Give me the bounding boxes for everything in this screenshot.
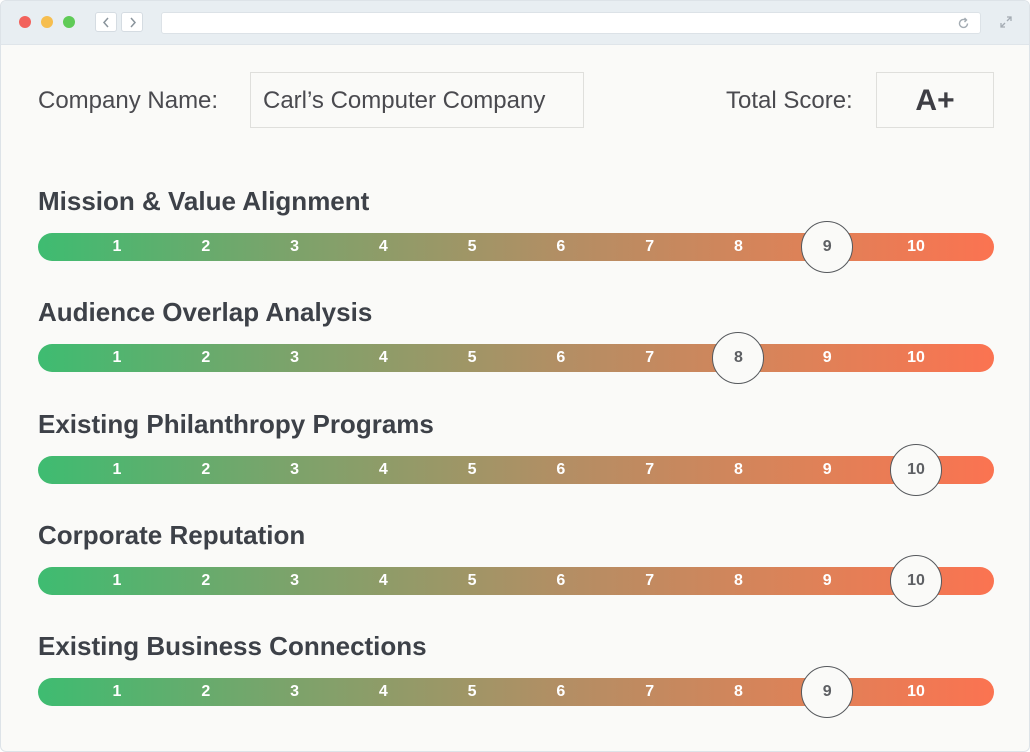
scale-tick[interactable]: 4 [378,460,388,478]
reload-icon[interactable] [957,17,970,30]
total-score-value: A+ [915,84,955,117]
scale-tick[interactable]: 5 [467,349,477,367]
scale-tick[interactable]: 4 [378,571,388,589]
score-slider[interactable]: 1 2 3 4 5 6 7 8 9 10 [38,221,994,273]
scale-tick[interactable]: 4 [378,349,388,367]
scale-tick[interactable]: 1 [112,683,122,700]
scale-tick[interactable]: 5 [467,460,477,478]
scale-tick[interactable]: 8 [733,683,743,700]
expand-icon[interactable] [999,15,1013,29]
scale-tick[interactable]: 10 [907,238,925,255]
scale-tick[interactable]: 6 [556,238,566,255]
scale-tick[interactable]: 1 [112,571,122,589]
company-name-field[interactable]: Carl’s Computer Company [250,72,584,128]
scale-tick[interactable]: 3 [290,683,299,700]
close-window-button[interactable] [19,16,31,28]
slider-handle[interactable]: 8 [712,332,765,385]
scale-tick[interactable]: 3 [290,238,299,255]
scale-tick[interactable]: 8 [733,238,743,255]
scale-tick[interactable]: 6 [556,460,566,478]
scale-tick[interactable]: 4 [378,683,388,700]
scale-tick[interactable]: 2 [201,460,211,478]
scale-tick[interactable]: 1 [112,460,122,478]
scale-tick[interactable]: 2 [201,683,211,700]
scale-tick[interactable]: 6 [556,683,566,700]
criterion-section: Existing Business Connections 1 2 3 4 5 6 7 8 9 10 [1,631,1029,721]
company-name-label: Company Name: [38,87,219,114]
scale-tick[interactable]: 9 [822,460,832,478]
maximize-window-button[interactable] [63,16,75,28]
scale-tick[interactable]: 7 [645,683,655,700]
scale-tick[interactable]: 7 [645,238,655,255]
scale-tick[interactable]: 7 [645,571,655,589]
criterion-section: Audience Overlap Analysis 1 2 3 4 5 6 7 8 9 10 [1,297,1029,387]
scale-tick[interactable]: 4 [378,238,388,255]
criterion-title: Corporate Reputation [38,519,306,550]
scale-tick[interactable]: 5 [467,238,477,255]
scale-tick[interactable]: 10 [907,683,925,700]
scale-tick[interactable]: 5 [467,683,477,700]
scale-tick[interactable]: 9 [822,349,832,367]
scale-tick[interactable]: 2 [201,349,211,367]
score-slider[interactable]: 1 2 3 4 5 6 7 8 9 10 [38,443,994,496]
scale-tick[interactable]: 2 [201,238,211,255]
scale-tick[interactable]: 5 [467,571,477,589]
browser-toolbar [1,1,1029,45]
scale-tick[interactable]: 6 [556,349,566,367]
slider-handle[interactable]: 10 [890,554,942,607]
scale-tick[interactable]: 7 [645,460,655,478]
minimize-window-button[interactable] [41,16,53,28]
forward-button[interactable] [121,12,143,32]
criterion-title: Existing Business Connections [38,631,427,661]
scale-tick[interactable]: 3 [290,460,299,478]
criterion-title: Existing Philanthropy Programs [38,408,434,439]
scale-tick[interactable]: 2 [201,571,211,589]
scale-tick[interactable]: 9 [822,571,832,589]
scale-tick[interactable]: 10 [907,349,925,367]
criterion-title: Audience Overlap Analysis [38,297,373,328]
score-slider[interactable]: 1 2 3 4 5 6 7 8 9 10 [38,666,994,718]
scale-tick[interactable]: 1 [112,238,122,255]
scale-tick[interactable]: 8 [733,571,743,589]
total-score-field: A+ [876,72,994,128]
company-name-value: Carl’s Computer Company [263,87,546,114]
slider-handle[interactable]: 10 [890,443,942,496]
scale-tick[interactable]: 1 [112,349,122,367]
slider-handle[interactable]: 9 [801,666,854,718]
chevron-right-icon [130,17,137,28]
scale-tick[interactable]: 7 [645,349,655,367]
score-slider[interactable]: 1 2 3 4 5 6 7 8 9 10 [38,332,994,385]
back-button[interactable] [95,12,117,32]
scale-tick[interactable]: 8 [733,460,743,478]
chevron-left-icon [102,17,109,28]
scale-tick[interactable]: 6 [556,571,566,589]
total-score-label: Total Score: [726,87,853,114]
address-bar[interactable] [161,12,981,34]
score-slider[interactable]: 1 2 3 4 5 6 7 8 9 10 [38,554,994,607]
criterion-section: Existing Philanthropy Programs 1 2 3 4 5 6 7 8 9 1… [1,409,1029,499]
criterion-section: Corporate Reputation 1 2 3 4 5 6 7 8 9 10 [1,520,1029,610]
criterion-section: Mission & Value Alignment 1 2 3 4 5 6 7 8 9 10 [1,186,1029,276]
scale-tick[interactable]: 3 [290,349,299,367]
criterion-title: Mission & Value Alignment [38,186,370,216]
slider-handle[interactable]: 9 [801,221,854,273]
scale-tick[interactable]: 3 [290,571,299,589]
